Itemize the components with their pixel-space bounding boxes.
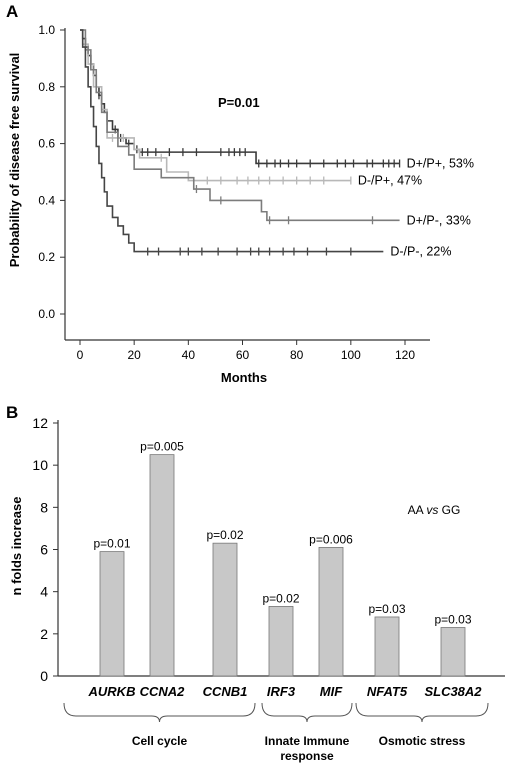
x-axis-label: Months (221, 370, 267, 385)
category-label: MIF (320, 684, 343, 699)
y-tick-label: 2 (40, 626, 48, 642)
bar (268, 606, 294, 677)
p-value-label: p=0.03 (368, 602, 405, 616)
y-tick-label: 0.6 (38, 137, 55, 151)
fold-change-chart: 0 2 4 6 8 10 12 p=0.01 AURKB p=0.005 CCNA2 p=0.02 C… (9, 415, 505, 763)
y-tick-label: 0.2 (38, 250, 55, 264)
y-tick-label: 1.0 (38, 23, 55, 37)
p-value-label: p=0.006 (309, 532, 353, 546)
group-label: Innate Immune (265, 734, 350, 748)
group-brace (355, 702, 489, 723)
survival-curve (80, 29, 400, 222)
series-label: D-/P-, 22% (390, 245, 451, 259)
category-label: NFAT5 (367, 684, 408, 699)
y-tick-label: 4 (40, 584, 48, 600)
p-value-label: p=0.005 (140, 440, 184, 454)
y-tick-label: 0.4 (38, 193, 55, 207)
comparison-annotation: AA vs GG (408, 503, 461, 517)
x-tick-label: 80 (290, 348, 304, 362)
p-value-label: p=0.03 (434, 613, 471, 627)
bar (149, 454, 175, 677)
bar (440, 627, 466, 677)
bar (99, 551, 125, 677)
group-brace (63, 702, 256, 723)
x-tick-label: 120 (395, 348, 415, 362)
category-label: IRF3 (267, 684, 296, 699)
y-tick-label: 12 (32, 415, 48, 431)
p-value-label: p=0.02 (262, 591, 299, 605)
survival-curve (80, 29, 351, 182)
category-label: SLC38A2 (424, 684, 482, 699)
group-label: response (280, 749, 334, 763)
bar (318, 546, 344, 677)
category-label: AURKB (88, 684, 136, 699)
y-tick-label: 6 (40, 542, 48, 558)
survival-curve (80, 29, 384, 253)
bar (212, 542, 238, 677)
x-tick-label: 60 (236, 348, 250, 362)
pvalue-annotation: P=0.01 (218, 95, 260, 110)
p-value-label: p=0.02 (206, 528, 243, 542)
p-value-label: p=0.01 (93, 537, 130, 551)
series-label: D-/P+, 47% (358, 174, 422, 188)
x-tick-label: 100 (341, 348, 361, 362)
y-axis-label: Probability of disease free survival (7, 53, 22, 268)
y-tick-label: 0 (40, 668, 48, 684)
category-label: CCNA2 (140, 684, 186, 699)
y-tick-label: 0.8 (38, 80, 55, 94)
group-label: Cell cycle (132, 734, 188, 748)
group-label: Osmotic stress (379, 734, 466, 748)
bar (374, 616, 400, 677)
x-tick-label: 40 (182, 348, 196, 362)
group-brace (261, 702, 353, 723)
series-label: D+/P+, 53% (407, 156, 474, 170)
y-axis-label: n folds increase (9, 497, 24, 596)
y-tick-label: 10 (32, 457, 48, 473)
x-tick-label: 0 (77, 348, 84, 362)
category-label: CCNB1 (203, 684, 248, 699)
y-tick-label: 0.0 (38, 307, 55, 321)
panel-b-label: B (6, 403, 18, 422)
panel-a-label: A (6, 2, 18, 21)
series-label: D+/P-, 33% (407, 213, 471, 227)
x-tick-label: 20 (127, 348, 141, 362)
y-tick-label: 8 (40, 499, 48, 515)
survival-chart: 0.0 0.2 0.4 0.6 0.8 1.0 0 20 40 60 80 100 120 D+/P+… (7, 23, 474, 385)
